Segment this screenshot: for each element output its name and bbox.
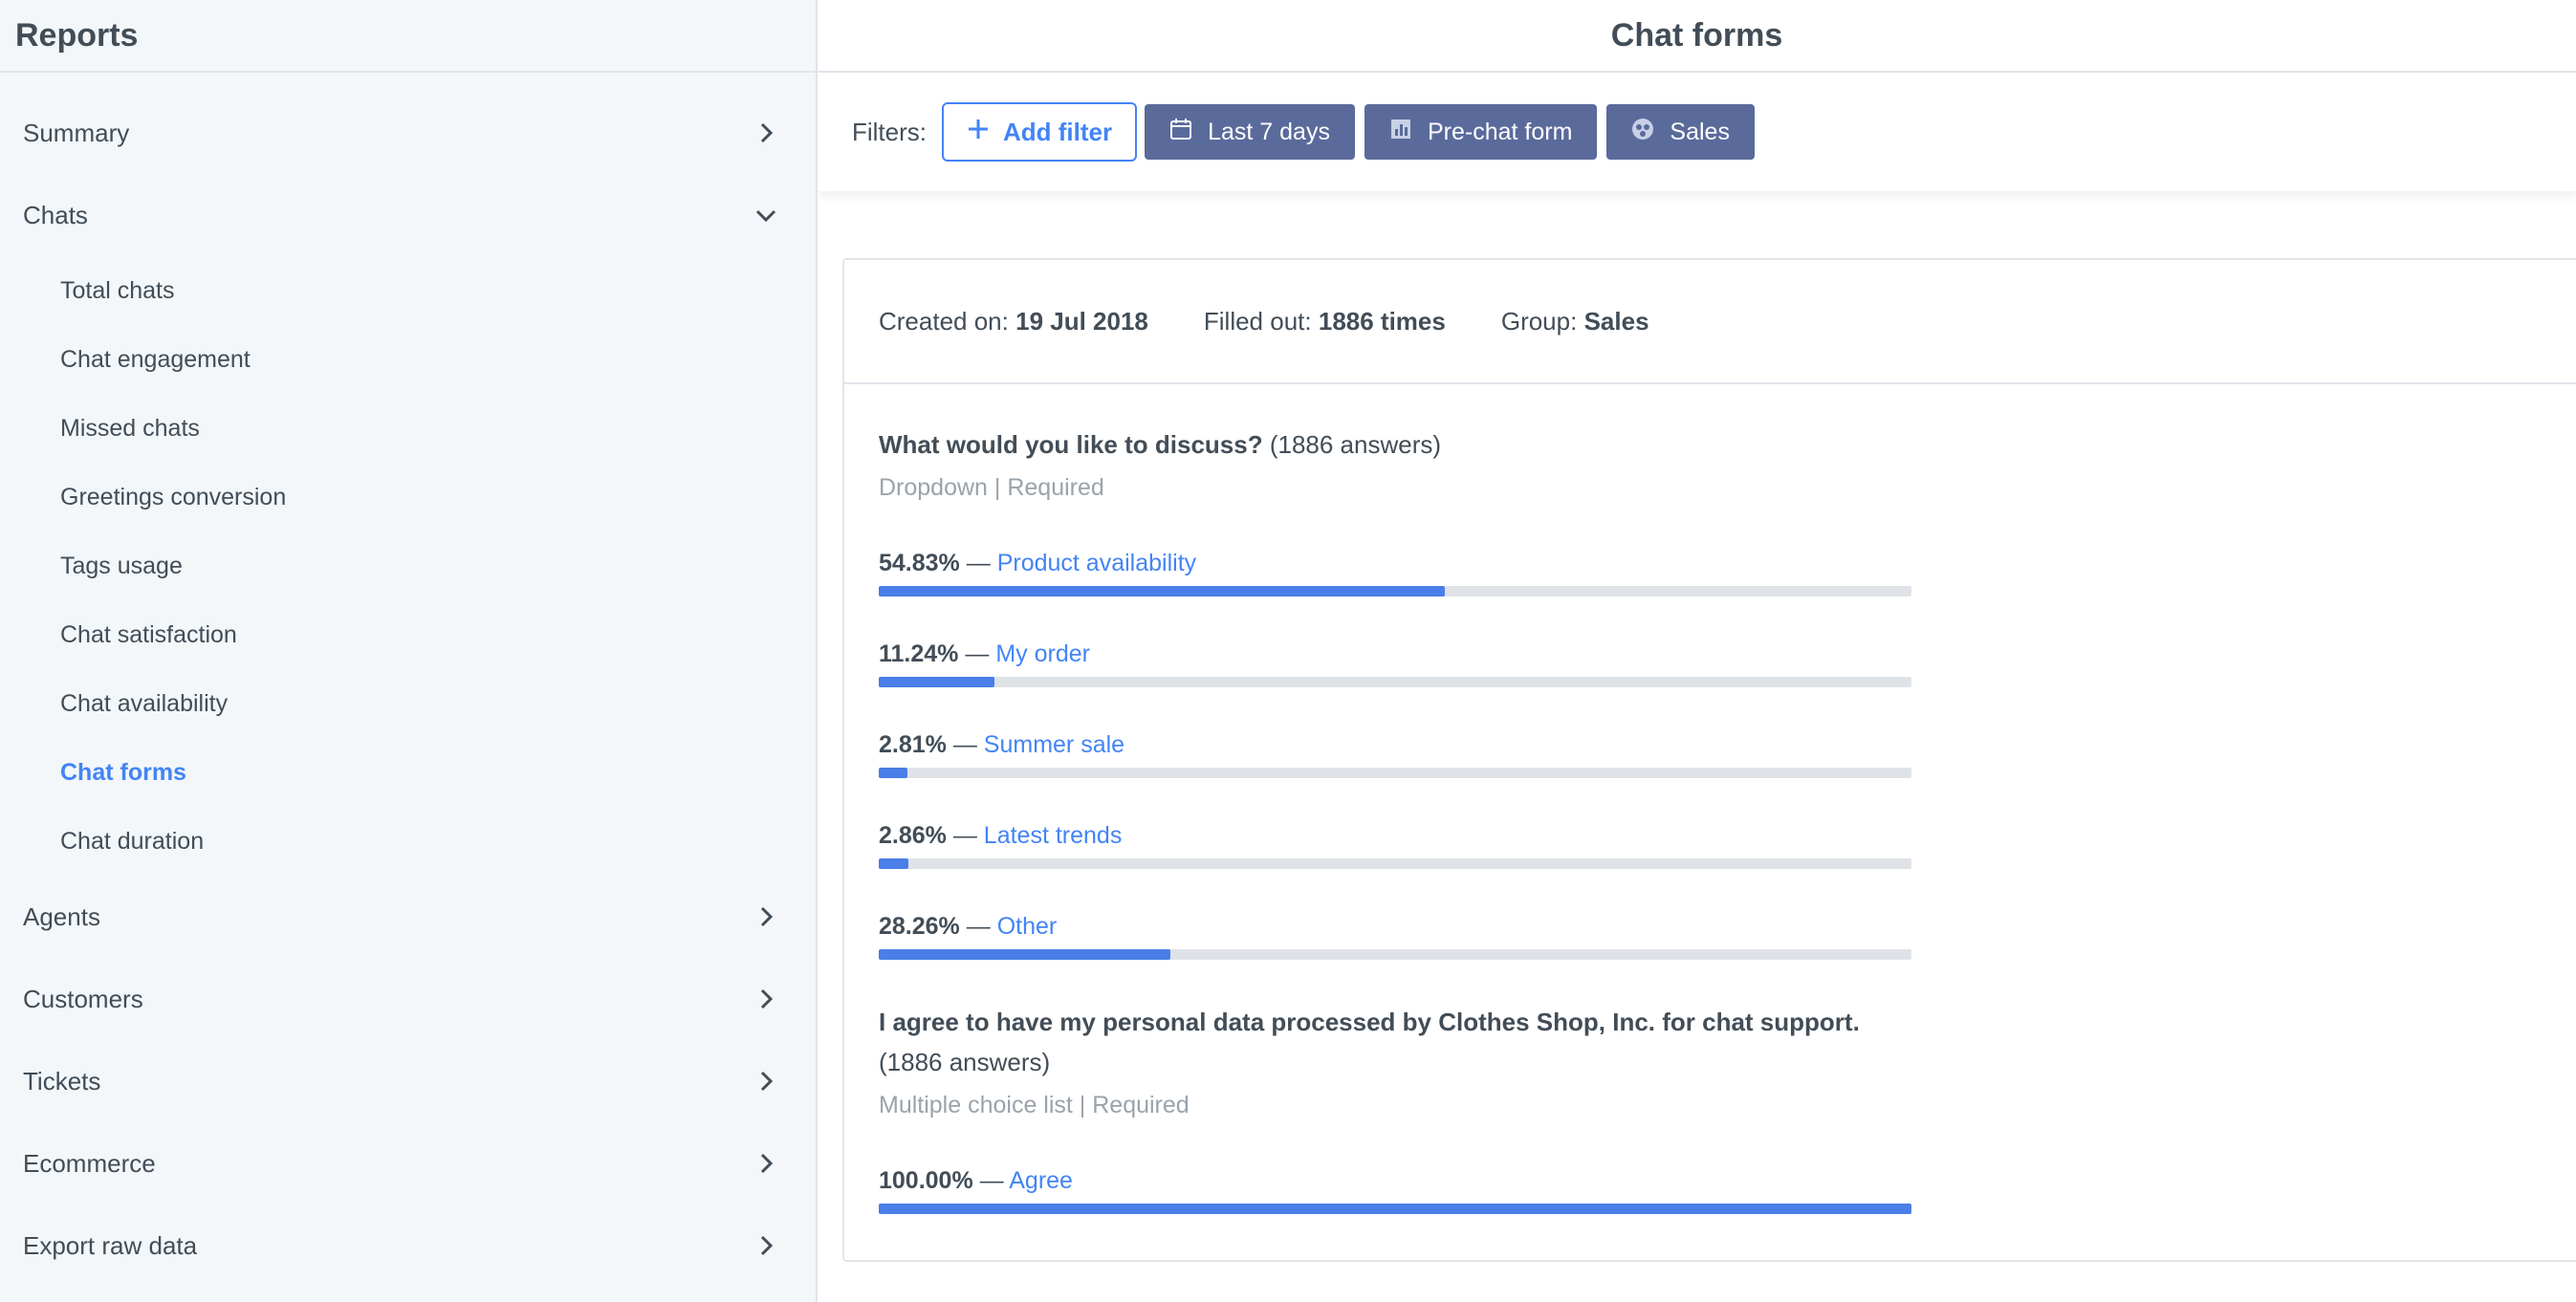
answer-bar-fill xyxy=(879,768,908,778)
answer-percent: 11.24% xyxy=(879,640,959,667)
answer-bar-fill xyxy=(879,677,995,687)
sidebar-item-agents[interactable]: Agents xyxy=(0,876,816,958)
form-meta: Created on: 19 Jul 2018 Filled out: 1886… xyxy=(844,260,2576,384)
sidebar-nav: Summary Chats Total chats Chat engagemen… xyxy=(0,73,816,1287)
sidebar: Reports Summary Chats Total chats Chat e… xyxy=(0,0,818,1302)
created-on: Created on: 19 Jul 2018 xyxy=(879,306,1148,336)
answer-bar xyxy=(879,768,1911,778)
sidebar-item-ecommerce[interactable]: Ecommerce xyxy=(0,1122,816,1204)
answer-label[interactable]: Summer sale xyxy=(983,731,1125,758)
filter-chip-label: Pre-chat form xyxy=(1427,118,1573,145)
answer-bar-fill xyxy=(879,1204,1911,1214)
sidebar-item-label: Tickets xyxy=(23,1066,101,1096)
main-content: Chat forms Filters: Add filter Last 7 da… xyxy=(818,0,2576,1302)
filter-chip-label: Sales xyxy=(1670,118,1730,145)
sidebar-item-label: Ecommerce xyxy=(23,1148,156,1178)
chevron-right-icon xyxy=(754,987,777,1010)
answer-percent: 28.26% xyxy=(879,913,960,940)
filter-chip-form[interactable]: Pre-chat form xyxy=(1364,104,1598,160)
answer-label[interactable]: My order xyxy=(995,640,1090,667)
answer-row: 54.83% — Product availability xyxy=(879,548,1915,597)
group: Group: Sales xyxy=(1500,306,1649,336)
sidebar-item-tickets[interactable]: Tickets xyxy=(0,1040,816,1122)
form-report-card: Created on: 19 Jul 2018 Filled out: 1886… xyxy=(842,258,2576,1262)
answer-bar xyxy=(879,1204,1911,1214)
sidebar-subitem-chat-duration[interactable]: Chat duration xyxy=(60,827,205,855)
sidebar-item-customers[interactable]: Customers xyxy=(0,958,816,1040)
chevron-right-icon xyxy=(754,1152,777,1175)
filter-chip-group[interactable]: Sales xyxy=(1606,104,1755,160)
chevron-down-icon xyxy=(754,204,777,227)
answer-label[interactable]: Latest trends xyxy=(983,822,1123,849)
answer-row: 2.81% — Summer sale xyxy=(879,729,1915,778)
filter-chip-label: Last 7 days xyxy=(1208,118,1330,145)
sidebar-item-label: Customers xyxy=(23,984,143,1013)
sidebar-item-chats[interactable]: Chats xyxy=(0,174,816,256)
sidebar-item-label: Export raw data xyxy=(23,1230,198,1260)
question-meta: Dropdown | Required xyxy=(879,474,1104,501)
sidebar-item-export-raw-data[interactable]: Export raw data xyxy=(0,1204,816,1287)
filter-chip-date[interactable]: Last 7 days xyxy=(1145,104,1355,160)
answer-label[interactable]: Other xyxy=(996,913,1058,940)
sidebar-subitem-missed-chats[interactable]: Missed chats xyxy=(60,414,200,442)
sidebar-subitem-tags-usage[interactable]: Tags usage xyxy=(60,552,183,579)
answer-bar xyxy=(879,949,1911,960)
sidebar-title: Reports xyxy=(15,16,139,54)
answer-bar xyxy=(879,858,1911,869)
chevron-right-icon xyxy=(754,121,777,144)
answer-row: 11.24% — My order xyxy=(879,639,1915,687)
sidebar-item-label: Summary xyxy=(23,118,130,147)
answer-label[interactable]: Product availability xyxy=(996,550,1197,576)
question-title: What would you like to discuss? (1886 an… xyxy=(879,430,1442,459)
question: What would you like to discuss? (1886 an… xyxy=(879,424,1915,960)
filters-label: Filters: xyxy=(852,117,927,146)
question-title: I agree to have my personal data process… xyxy=(879,1008,1860,1076)
questions-list: What would you like to discuss? (1886 an… xyxy=(844,384,1915,1214)
sidebar-item-summary[interactable]: Summary xyxy=(0,92,816,174)
sidebar-subitem-greetings-conversion[interactable]: Greetings conversion xyxy=(60,483,287,510)
answer-percent: 54.83% xyxy=(879,550,960,576)
answer-row: 28.26% — Other xyxy=(879,911,1915,960)
answer-bar xyxy=(879,586,1911,597)
sidebar-subitem-chat-satisfaction[interactable]: Chat satisfaction xyxy=(60,620,237,648)
chevron-right-icon xyxy=(754,1234,777,1257)
answer-label[interactable]: Agree xyxy=(1009,1167,1073,1194)
sidebar-item-label: Agents xyxy=(23,901,100,931)
question-meta: Multiple choice list | Required xyxy=(879,1092,1190,1118)
answer-percent: 2.86% xyxy=(879,822,947,849)
page-title: Chat forms xyxy=(1610,16,1783,54)
chevron-right-icon xyxy=(754,905,777,928)
answer-bar-fill xyxy=(879,586,1446,597)
sidebar-subitem-total-chats[interactable]: Total chats xyxy=(60,276,175,304)
chart-icon xyxy=(1389,118,1412,147)
plus-icon xyxy=(967,118,990,147)
filters-bar: Filters: Add filter Last 7 days Pre-chat… xyxy=(818,73,2576,191)
calendar-icon xyxy=(1169,118,1192,147)
answer-bar xyxy=(879,677,1911,687)
answer-row: 100.00% — Agree xyxy=(879,1165,1915,1214)
chevron-right-icon xyxy=(754,1070,777,1093)
answer-percent: 2.81% xyxy=(879,731,947,758)
answer-bar-fill xyxy=(879,949,1171,960)
sidebar-item-label: Chats xyxy=(23,200,88,229)
question: I agree to have my personal data process… xyxy=(879,1002,1915,1214)
sidebar-subitem-chat-forms[interactable]: Chat forms xyxy=(60,758,186,786)
answer-percent: 100.00% xyxy=(879,1167,973,1194)
sidebar-subitem-chat-availability[interactable]: Chat availability xyxy=(60,689,229,717)
sidebar-subitem-chat-engagement[interactable]: Chat engagement xyxy=(60,345,251,373)
group-icon xyxy=(1631,118,1654,147)
add-filter-button[interactable]: Add filter xyxy=(942,102,1138,162)
answer-bar-fill xyxy=(879,858,908,869)
add-filter-label: Add filter xyxy=(1003,117,1113,146)
sidebar-header: Reports xyxy=(0,0,816,73)
filled-out: Filled out: 1886 times xyxy=(1203,306,1446,336)
answer-row: 2.86% — Latest trends xyxy=(879,820,1915,869)
main-header: Chat forms xyxy=(818,0,2576,73)
